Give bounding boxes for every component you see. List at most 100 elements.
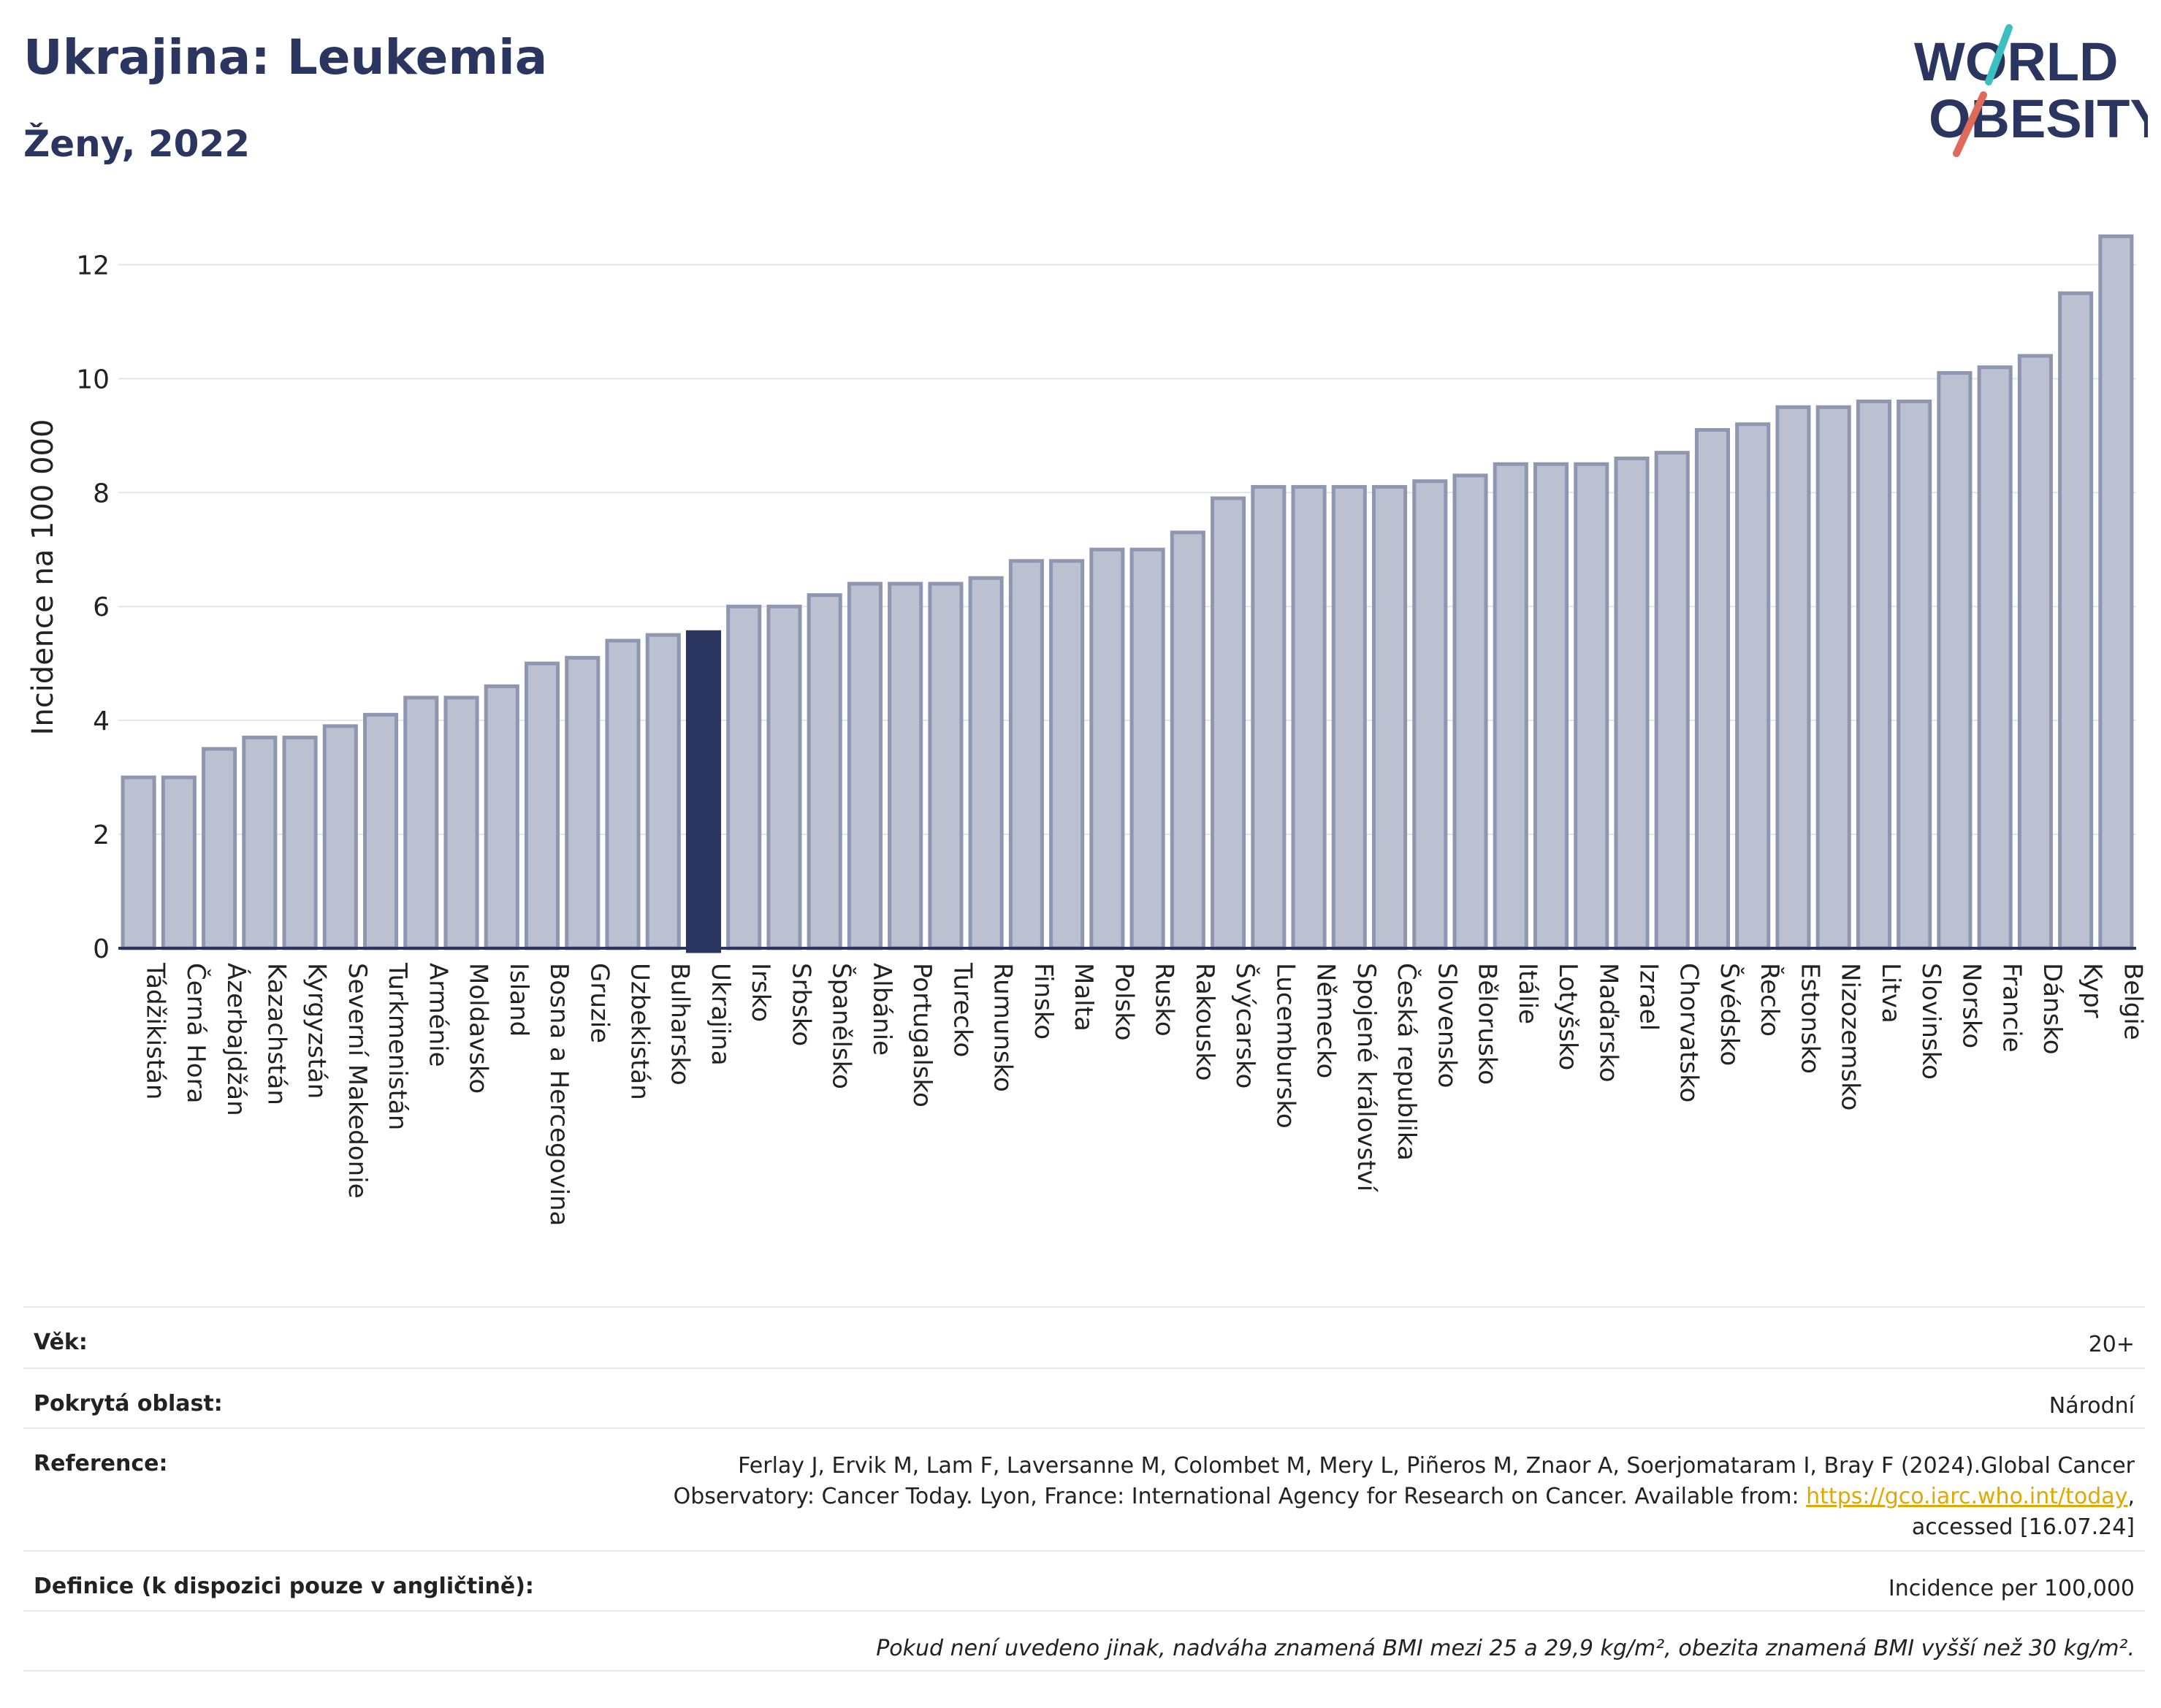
x-tick-label: Kypr — [2078, 963, 2107, 1018]
reference-label: Reference: — [34, 1451, 168, 1476]
bar-country — [1372, 484, 1408, 950]
bar-country — [1049, 559, 1085, 950]
x-tick-label: Dánsko — [2038, 963, 2067, 1055]
bar-country — [928, 582, 964, 950]
x-tick-label: Kyrgyzstán — [302, 963, 332, 1099]
bar-country — [1493, 462, 1528, 950]
definition-value: Incidence per 100,000 — [1888, 1576, 2135, 1601]
x-tick-label: Slovinsko — [1916, 963, 1945, 1080]
x-tick-label: Lotyšsko — [1553, 963, 1582, 1070]
x-tick-label: Maďarsko — [1593, 963, 1623, 1083]
x-tick-label: Česká republika — [1392, 963, 1422, 1161]
bar-country — [1775, 405, 1811, 950]
x-tick-label: Finsko — [1029, 963, 1058, 1040]
x-tick-label: Chorvatsko — [1674, 963, 1704, 1102]
reference-link[interactable]: https://gco.iarc.who.int/today — [1806, 1484, 2128, 1509]
bar-country — [282, 736, 318, 950]
y-tick-label: 4 — [93, 706, 110, 736]
x-tick-label: Irsko — [746, 963, 775, 1022]
x-tick-label: Ukrajina — [706, 963, 735, 1066]
bar-country — [121, 775, 156, 950]
y-tick-label: 12 — [76, 251, 110, 281]
x-tick-label: Island — [504, 963, 533, 1037]
bar-country — [1654, 451, 1690, 950]
x-tick-label: Řecko — [1755, 963, 1785, 1037]
bar-country — [1170, 530, 1205, 950]
world-obesity-logo: WORLD OBESITY — [1914, 24, 2148, 157]
definition-label: Definice (k dispozici pouze v angličtině… — [34, 1574, 534, 1599]
x-tick-label: Izrael — [1634, 963, 1663, 1031]
bar-country — [766, 604, 802, 950]
bar-country — [726, 604, 762, 950]
bar-chart: 0 2 4 6 8 10 12 Tádžikistán Černá Hora Ázerbajdžá… — [26, 234, 2147, 1226]
x-tick-label: Uzbekistán — [625, 963, 655, 1100]
y-tick-label: 0 — [93, 934, 110, 964]
x-tick-label: Turecko — [948, 962, 977, 1057]
x-tick-label: Bulharsko — [666, 963, 695, 1086]
x-tick-label: Severní Makedonie — [343, 963, 372, 1199]
bar-country — [2098, 234, 2134, 950]
bars — [121, 234, 2134, 953]
x-tick-label: Švédsko — [1715, 963, 1745, 1066]
bar-country — [1533, 462, 1569, 950]
age-value: 20+ — [2088, 1332, 2135, 1357]
x-tick-label: Litva — [1876, 963, 1905, 1023]
info-row-note: Pokud není uvedeno jinak, nadváha znamen… — [23, 1610, 2145, 1671]
area-label: Pokrytá oblast: — [34, 1391, 223, 1417]
x-tick-label: Srbsko — [786, 963, 815, 1046]
bar-country — [403, 695, 439, 950]
x-tick-label: Spojené království — [1352, 963, 1381, 1193]
x-tick-label: Gruzie — [584, 963, 614, 1043]
x-tick-label: Tádžikistán — [141, 962, 170, 1099]
bar-country — [202, 747, 237, 950]
bar-highlight — [685, 630, 722, 953]
bar-country — [484, 684, 519, 950]
x-tick-label: Malta — [1069, 963, 1098, 1032]
bar-country — [1856, 400, 1891, 950]
x-tick-label: Estonsko — [1795, 963, 1824, 1074]
bar-country — [1735, 422, 1771, 950]
x-tick-label: Ázerbajdžán — [221, 963, 251, 1116]
info-table: Věk: 20+ Pokrytá oblast: Národní Referen… — [23, 1306, 2145, 1671]
y-tick-label: 10 — [76, 365, 110, 394]
bar-country — [968, 576, 1004, 950]
bar-country — [1897, 400, 1932, 950]
info-row-reference: Reference: Ferlay J, Ervik M, Lam F, Lav… — [23, 1427, 2145, 1550]
axes: 0 2 4 6 8 10 12 Tádžikistán Černá Hora Ázerbajdžá… — [76, 251, 2147, 1226]
info-row-age: Věk: 20+ — [23, 1306, 2145, 1368]
x-tick-label: Slovensko — [1432, 963, 1461, 1088]
bar-country — [888, 582, 923, 950]
x-tick-label: Itálie — [1513, 963, 1542, 1024]
bar-country — [1251, 484, 1287, 950]
bar-country — [1129, 547, 1165, 950]
y-tick-label: 8 — [93, 479, 110, 508]
x-tick-label: Albánie — [867, 963, 896, 1056]
bar-country — [1008, 559, 1044, 950]
bar-country — [2058, 291, 2094, 950]
x-tick-label: Turkmenistán — [383, 962, 412, 1130]
bar-country — [645, 633, 681, 950]
x-tick-label: Kazachstán — [262, 963, 291, 1105]
bar-country — [242, 736, 278, 950]
x-tick-label: Arménie — [423, 963, 452, 1067]
info-row-definition: Definice (k dispozici pouze v angličtině… — [23, 1550, 2145, 1610]
reference-text: Ferlay J, Ervik M, Lam F, Laversanne M, … — [673, 1453, 2135, 1509]
bar-country — [1452, 473, 1488, 950]
bar-country — [1815, 405, 1851, 950]
logo-line1: WORLD — [1914, 31, 2119, 92]
x-tick-label: Moldavsko — [464, 963, 493, 1094]
x-tick-label: Rumunsko — [988, 963, 1018, 1092]
bar-country — [524, 661, 560, 950]
bar-country — [1574, 462, 1609, 950]
bar-country — [565, 655, 601, 950]
x-tick-label: Bosna a Hercegovina — [544, 963, 573, 1226]
bar-country — [847, 582, 883, 950]
bar-country — [1331, 484, 1367, 950]
y-tick-label: 2 — [93, 820, 110, 850]
x-tick-label: Lucembursko — [1270, 963, 1300, 1129]
bar-country — [1937, 371, 1973, 950]
bar-country — [1089, 547, 1125, 950]
bar-country — [161, 775, 197, 950]
x-tick-label: Bělorusko — [1473, 963, 1502, 1085]
bar-country — [1694, 427, 1731, 950]
